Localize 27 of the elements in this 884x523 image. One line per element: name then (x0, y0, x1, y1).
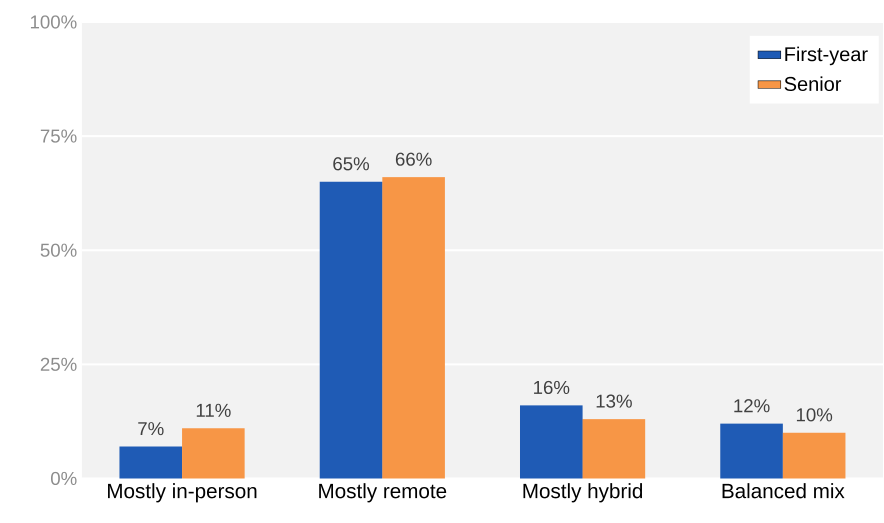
bar (182, 428, 245, 478)
bar (320, 182, 382, 478)
data-label: 13% (596, 394, 632, 408)
x-tick-label: Balanced mix (722, 482, 845, 498)
bar (520, 405, 583, 478)
data-label: 7% (138, 422, 164, 435)
y-tick-label: 25% (40, 358, 77, 371)
y-tick-label: 0% (50, 472, 77, 485)
x-tick-label: Mostly hybrid (523, 482, 642, 502)
x-tick-label: Mostly remote (319, 482, 446, 502)
bar (782, 432, 846, 478)
bar (582, 418, 646, 478)
y-tick-label: 100% (30, 15, 77, 28)
y-tick-label: 50% (40, 243, 77, 257)
legend-label: Senior (784, 76, 842, 91)
data-label: 16% (534, 380, 570, 394)
bar (720, 423, 783, 478)
y-tick-label: 75% (40, 129, 77, 142)
data-label: 11% (196, 404, 231, 417)
data-label: 65% (333, 156, 370, 170)
data-label: 10% (796, 408, 832, 422)
data-label: 66% (396, 152, 432, 166)
bar (119, 446, 182, 478)
legend-label: First-year (785, 46, 868, 66)
data-label: 12% (734, 398, 770, 412)
bar (382, 176, 445, 478)
x-tick-label: Mostly in-person (108, 482, 256, 502)
